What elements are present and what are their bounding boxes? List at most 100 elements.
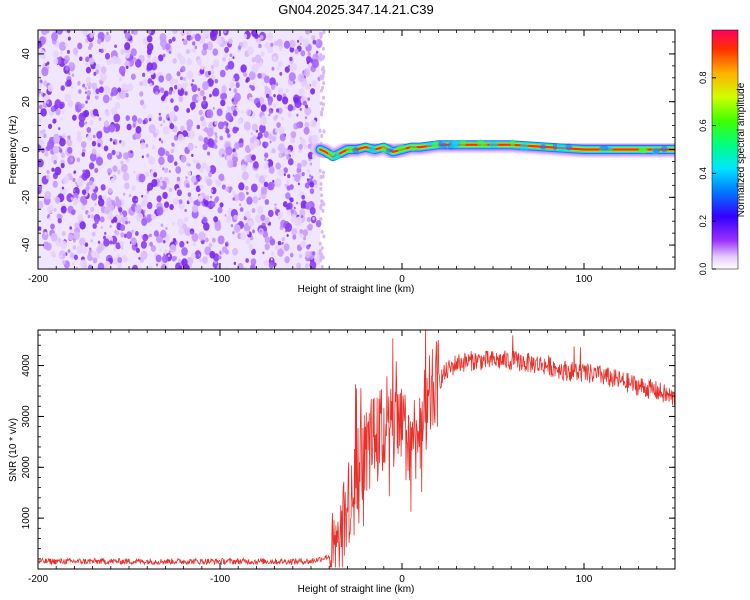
signal-bump — [488, 141, 499, 148]
noise-blob — [296, 262, 302, 269]
noise-blob — [71, 86, 74, 90]
noise-blob — [68, 233, 74, 241]
noise-blob — [85, 62, 89, 66]
noise-blob — [225, 128, 230, 134]
noise-blob — [70, 229, 74, 234]
noise-blob — [298, 88, 305, 97]
noise-blob — [131, 185, 136, 192]
colorbar: 0.0 0.2 0.4 0.6 0.8 Normalized spectral ampl… — [698, 29, 747, 275]
noise-blob — [311, 134, 319, 144]
noise-blob — [54, 166, 62, 176]
noise-blob — [84, 242, 89, 247]
noise-blob — [277, 245, 281, 248]
noise-blob — [126, 123, 132, 131]
noise-blob — [51, 32, 59, 42]
noise-blob — [247, 46, 254, 56]
noise-blob — [192, 242, 197, 247]
noise-blob — [191, 79, 195, 83]
noise-blob — [67, 249, 71, 254]
noise-blob — [122, 83, 125, 87]
noise-blob — [81, 172, 88, 181]
noise-blob — [300, 205, 304, 209]
colorbar-tick-label: 0.6 — [698, 119, 708, 132]
signal-bump — [519, 143, 529, 152]
noise-blob — [228, 186, 233, 191]
noise-blob — [308, 225, 313, 231]
noise-blob — [97, 262, 105, 269]
noise-blob — [168, 170, 171, 173]
noise-blob — [233, 88, 238, 94]
colorbar-tick-label: 0.2 — [698, 215, 708, 228]
noise-blob — [320, 85, 324, 90]
noise-blob — [125, 65, 129, 70]
noise-blob — [95, 156, 104, 166]
noise-blob — [162, 94, 166, 100]
noise-blob — [300, 240, 306, 249]
noise-blob — [177, 133, 184, 142]
noise-blob — [185, 30, 192, 36]
noise-blob — [173, 78, 178, 85]
noise-blob — [226, 122, 229, 126]
noise-blob — [66, 79, 72, 87]
noise-blob — [141, 138, 144, 142]
signal-bump — [481, 142, 488, 148]
noise-blob — [203, 222, 210, 231]
noise-blob — [89, 180, 93, 186]
noise-blob — [289, 184, 294, 190]
noise-blob — [67, 99, 74, 108]
noise-blob — [156, 206, 164, 216]
noise-blob — [75, 188, 78, 192]
noise-blob — [202, 112, 206, 117]
noise-blob — [296, 162, 302, 170]
noise-blob — [246, 191, 249, 195]
noise-blob — [217, 206, 223, 214]
noise-blob — [227, 60, 235, 70]
noise-blob — [221, 184, 226, 190]
noise-blob — [319, 187, 323, 192]
noise-blob — [59, 254, 63, 258]
noise-blob — [104, 110, 110, 118]
noise-blob — [210, 68, 215, 75]
noise-blob — [146, 191, 149, 195]
noise-blob — [292, 106, 296, 111]
noise-blob — [142, 233, 149, 242]
noise-blob — [109, 240, 113, 245]
noise-blob — [208, 171, 213, 178]
noise-blob — [306, 178, 310, 182]
noise-blob — [299, 233, 303, 239]
noise-blob — [80, 204, 86, 211]
noise-blob — [309, 206, 316, 215]
noise-blob — [168, 250, 171, 254]
noise-blob — [70, 158, 73, 162]
noise-blob — [230, 224, 234, 228]
noise-blob — [251, 123, 258, 132]
noise-blob — [319, 31, 323, 36]
noise-blob — [87, 264, 93, 269]
noise-blob — [40, 52, 46, 60]
noise-blob — [87, 214, 91, 219]
signal-bump — [409, 145, 418, 151]
noise-blob — [164, 168, 168, 174]
noise-blob — [86, 89, 92, 96]
noise-blob — [284, 256, 290, 264]
noise-blob — [173, 105, 179, 112]
noise-blob — [225, 243, 228, 247]
noise-blob — [58, 127, 61, 131]
noise-blob — [159, 181, 163, 187]
noise-blob — [319, 181, 323, 186]
noise-blob — [271, 135, 277, 142]
noise-blob — [248, 96, 253, 102]
noise-blob — [215, 178, 222, 187]
noise-blob — [171, 36, 176, 42]
noise-blob — [162, 240, 166, 244]
noise-blob — [143, 209, 146, 213]
noise-blob — [186, 70, 194, 80]
noise-blob — [212, 59, 220, 68]
noise-blob — [139, 91, 144, 97]
noise-blob — [148, 117, 152, 122]
noise-blob — [319, 203, 323, 208]
noise-blob — [319, 216, 323, 221]
noise-blob — [149, 233, 152, 238]
noise-blob — [129, 194, 132, 198]
noise-blob — [78, 89, 82, 94]
